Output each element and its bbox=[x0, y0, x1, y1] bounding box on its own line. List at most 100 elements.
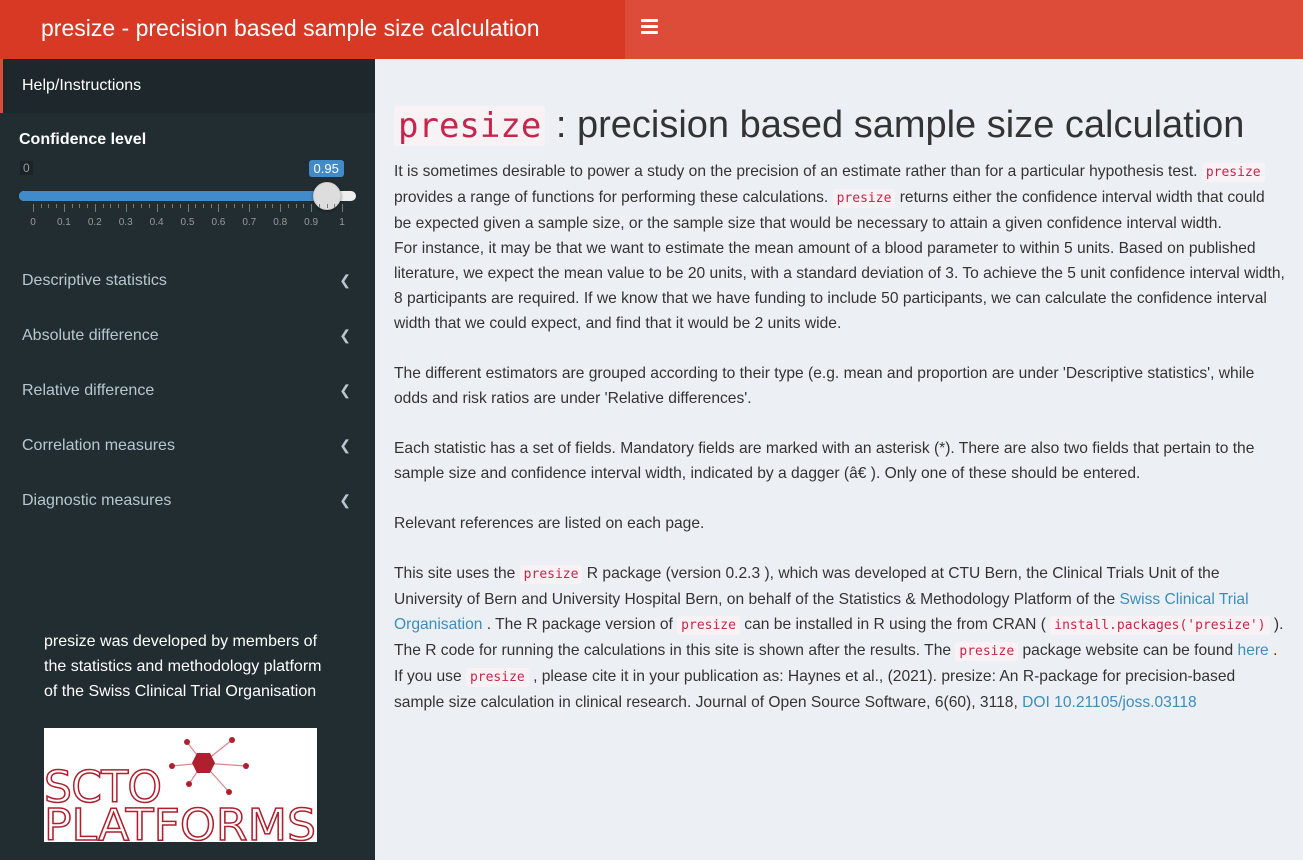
text: . The R package version of bbox=[482, 616, 678, 633]
slider-tick bbox=[148, 204, 150, 208]
text: provides a range of functions for perfor… bbox=[394, 189, 833, 206]
slider-tick bbox=[303, 204, 305, 208]
slider-tick bbox=[318, 204, 320, 208]
slider-tick bbox=[295, 204, 297, 208]
text: If you use bbox=[394, 668, 466, 685]
inline-code: presize bbox=[955, 642, 1019, 661]
text: returns either the confidence interval w… bbox=[394, 189, 1265, 232]
logo-text-scto: SCTO bbox=[44, 762, 162, 813]
link[interactable]: DOI 10.21105/joss.03118 bbox=[1022, 694, 1197, 711]
slider-tick-label: 0 bbox=[30, 217, 36, 228]
text: Each statistic has a set of fields. Mand… bbox=[394, 440, 1255, 482]
title-code: presize bbox=[394, 106, 546, 146]
sidebar: Help/Instructions Confidence level 0 0.9… bbox=[0, 59, 375, 860]
slider-tick bbox=[71, 204, 73, 208]
slider-min-label: 0 bbox=[20, 161, 33, 175]
slider-tick bbox=[94, 204, 96, 212]
inline-code: presize bbox=[1201, 163, 1265, 182]
slider-tick bbox=[40, 204, 42, 208]
sidebar-item-absolute-difference[interactable]: Absolute difference ❮ bbox=[0, 308, 375, 363]
page-title: presize : precision based sample size ca… bbox=[394, 100, 1286, 151]
title-text: : precision based sample size calculatio… bbox=[545, 104, 1245, 146]
slider-tick bbox=[311, 204, 313, 212]
slider-tick bbox=[187, 204, 189, 212]
sidebar-item-correlation-measures[interactable]: Correlation measures ❮ bbox=[0, 418, 375, 473]
sidebar-item-label: Relative difference bbox=[22, 382, 155, 399]
scto-platforms-logo: SCTO PLATFORMS bbox=[43, 728, 317, 852]
spacer bbox=[394, 536, 1286, 561]
slider-ticks: 0 0.1 0.2 0.3 0.4 0.5 0.6 0.7 0.8 0.9 1 bbox=[19, 204, 356, 234]
slider-tick-label: 0.9 bbox=[304, 217, 319, 228]
slider-tick bbox=[117, 204, 119, 208]
chevron-left-icon: ❮ bbox=[339, 327, 351, 343]
sidebar-item-diagnostic-measures[interactable]: Diagnostic measures ❮ bbox=[0, 473, 375, 528]
slider-tick bbox=[226, 204, 228, 208]
spacer bbox=[394, 411, 1286, 436]
slider-tick bbox=[272, 204, 274, 208]
inline-code: presize bbox=[832, 189, 896, 208]
text: R package (version 0.2.3 ), which was de… bbox=[394, 565, 1220, 608]
slider-tick bbox=[63, 204, 65, 212]
slider-tick bbox=[125, 204, 127, 212]
slider-tick bbox=[172, 204, 174, 208]
slider-tick bbox=[287, 204, 289, 208]
logo-text-platforms: PLATFORMS bbox=[44, 800, 316, 842]
slider-tick bbox=[33, 204, 34, 212]
slider-tick bbox=[133, 204, 135, 208]
slider-tick bbox=[264, 204, 266, 208]
slider-tick-label: 0.2 bbox=[87, 217, 102, 228]
slider-tick bbox=[156, 204, 158, 212]
slider-tick-label: 0.8 bbox=[273, 217, 288, 228]
slider-tick-label: 0.6 bbox=[211, 217, 226, 228]
text: , please cite it in your publication as:… bbox=[394, 668, 1236, 711]
sidebar-item-label: Descriptive statistics bbox=[22, 272, 167, 289]
slider-tick bbox=[241, 204, 243, 208]
app-title: presize - precision based sample size ca… bbox=[0, 0, 625, 59]
slider-value-label: 0.95 bbox=[308, 160, 344, 177]
slider-tick bbox=[48, 204, 50, 208]
paragraph: It is sometimes desirable to power a stu… bbox=[394, 159, 1286, 236]
inline-code: presize bbox=[519, 565, 583, 584]
chevron-left-icon: ❮ bbox=[339, 382, 351, 398]
sidebar-item-label: Diagnostic measures bbox=[22, 492, 172, 509]
credit-text: presize was developed by members of the … bbox=[44, 633, 322, 700]
paragraph: Each statistic has a set of fields. Mand… bbox=[394, 436, 1286, 486]
paragraph: If you use presize , please cite it in y… bbox=[394, 664, 1286, 715]
slider-tick bbox=[326, 204, 328, 208]
slider-tick bbox=[218, 204, 220, 212]
main-content: presize : precision based sample size ca… bbox=[394, 100, 1286, 715]
slider-tick-label: 0.4 bbox=[149, 217, 164, 228]
sidebar-item-label: Absolute difference bbox=[22, 327, 159, 344]
chevron-left-icon: ❮ bbox=[339, 272, 351, 288]
slider-tick bbox=[280, 204, 282, 212]
slider-tick bbox=[195, 204, 197, 208]
sidebar-item-label: Correlation measures bbox=[22, 437, 175, 454]
slider-tick bbox=[56, 204, 58, 208]
spacer bbox=[394, 486, 1286, 511]
link[interactable]: Swiss Clinical Trial Organisation bbox=[394, 591, 1249, 633]
hamburger-icon[interactable] bbox=[641, 16, 661, 42]
paragraph: This site uses the presize R package (ve… bbox=[394, 561, 1286, 664]
confidence-slider[interactable] bbox=[19, 182, 356, 210]
instructions: It is sometimes desirable to power a stu… bbox=[394, 159, 1286, 715]
slider-tick bbox=[110, 204, 112, 208]
slider-tick bbox=[141, 204, 143, 208]
sidebar-item-relative-difference[interactable]: Relative difference ❮ bbox=[0, 363, 375, 418]
top-header: presize - precision based sample size ca… bbox=[0, 0, 1303, 59]
text: Relevant references are listed on each p… bbox=[394, 515, 705, 532]
chevron-left-icon: ❮ bbox=[339, 492, 351, 508]
slider-tick bbox=[342, 204, 343, 212]
link[interactable]: here bbox=[1237, 642, 1269, 659]
sidebar-item-help[interactable]: Help/Instructions bbox=[0, 59, 375, 113]
slider-tick bbox=[164, 204, 166, 208]
inline-code: install.packages('presize') bbox=[1050, 616, 1270, 635]
slider-tick bbox=[257, 204, 259, 208]
text: This site uses the bbox=[394, 565, 520, 582]
slider-tick-label: 0.7 bbox=[242, 217, 257, 228]
slider-tick-label: 0.3 bbox=[118, 217, 133, 228]
slider-tick bbox=[87, 204, 89, 208]
sidebar-item-descriptive-statistics[interactable]: Descriptive statistics ❮ bbox=[0, 253, 375, 308]
text: For instance, it may be that we want to … bbox=[394, 240, 1285, 332]
slider-tick bbox=[233, 204, 235, 208]
inline-code: presize bbox=[465, 668, 529, 687]
